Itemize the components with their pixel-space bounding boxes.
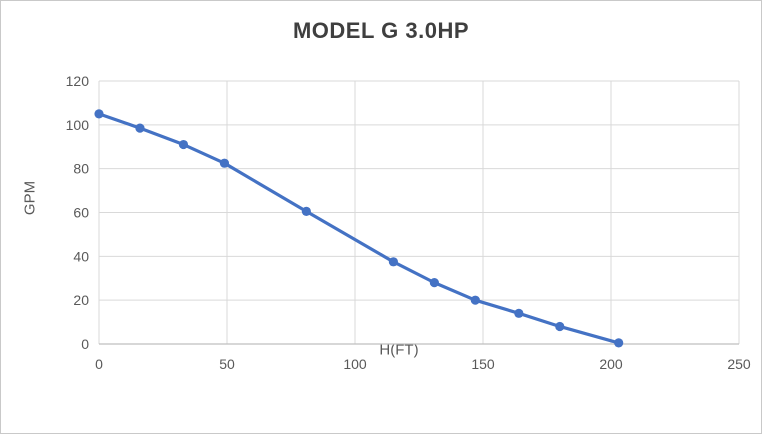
y-tick-label: 80 [73,161,89,177]
data-point-marker [301,206,311,217]
x-tick-label: 250 [727,356,751,372]
data-point-marker [614,338,624,348]
data-point-marker [94,109,104,119]
x-tick-label: 50 [219,356,235,372]
data-point-marker [219,158,230,168]
data-point-marker [470,295,480,305]
y-tick-label: 60 [73,205,89,221]
y-tick-label: 100 [66,117,90,133]
y-tick-label: 0 [81,336,89,352]
y-tick-label: 120 [66,73,90,89]
x-tick-label: 150 [471,356,495,372]
y-tick-label: 40 [73,248,89,264]
x-tick-label: 100 [343,356,367,372]
x-tick-label: 0 [95,356,103,372]
chart-title: MODEL G 3.0HP [292,18,470,43]
data-point-marker [555,321,565,332]
x-tick-label: 200 [599,356,623,372]
y-tick-label: 20 [73,292,89,308]
data-point-marker [429,278,439,288]
x-axis-title: H(FT) [379,341,419,359]
data-point-marker [135,123,145,133]
data-point-marker [514,308,524,318]
series-line [97,112,621,345]
data-point-marker [178,139,189,150]
data-point-marker [388,257,398,267]
